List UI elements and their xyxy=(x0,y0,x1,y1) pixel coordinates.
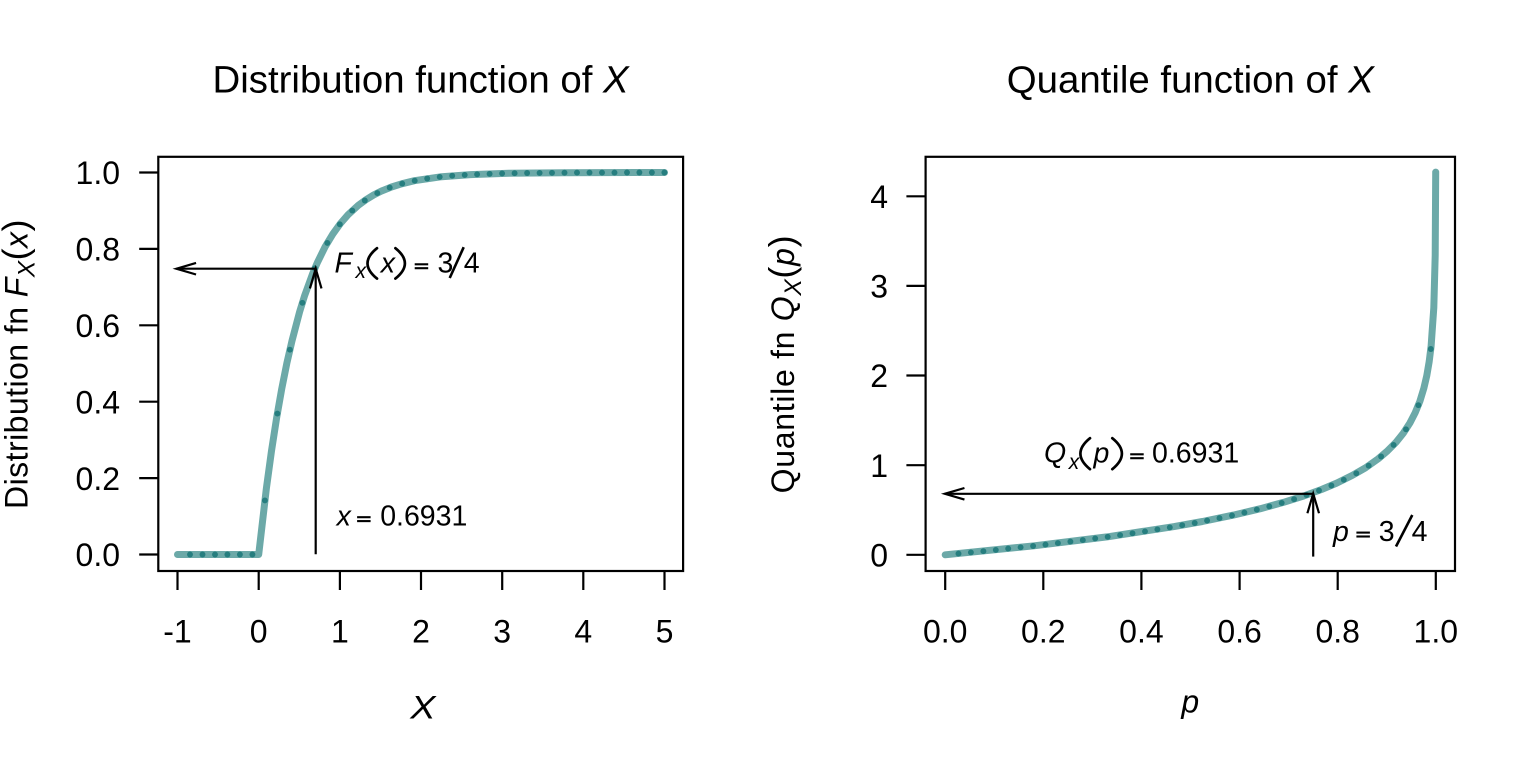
svg-text:x: x xyxy=(335,501,353,533)
svg-text:4: 4 xyxy=(1412,516,1428,548)
svg-text:0.8: 0.8 xyxy=(1315,613,1359,649)
svg-text:0.6931: 0.6931 xyxy=(380,501,467,533)
svg-text:1: 1 xyxy=(870,448,888,484)
svg-text:2: 2 xyxy=(412,613,430,649)
svg-text:0.0: 0.0 xyxy=(923,613,967,649)
svg-text:x: x xyxy=(355,260,368,283)
svg-text:4: 4 xyxy=(464,248,480,280)
svg-text:5: 5 xyxy=(656,613,674,649)
svg-text:3: 3 xyxy=(493,613,511,649)
svg-text:0.4: 0.4 xyxy=(1119,613,1163,649)
svg-text:Q: Q xyxy=(1044,438,1066,470)
svg-text:Distribution function of X: Distribution function of X xyxy=(213,59,631,102)
svg-text:0.2: 0.2 xyxy=(76,461,120,497)
svg-text:0.6: 0.6 xyxy=(76,308,120,344)
svg-text:4: 4 xyxy=(574,613,592,649)
svg-text:1.0: 1.0 xyxy=(76,155,120,191)
svg-text:2: 2 xyxy=(870,358,888,394)
svg-text:0.6931: 0.6931 xyxy=(1152,438,1239,470)
svg-text:F: F xyxy=(335,248,354,280)
svg-text:p: p xyxy=(1332,516,1349,548)
svg-text:0.4: 0.4 xyxy=(76,384,120,420)
svg-text:x: x xyxy=(1068,451,1081,474)
svg-text:3: 3 xyxy=(1379,516,1395,548)
svg-text:0: 0 xyxy=(870,538,888,574)
svg-text:0: 0 xyxy=(250,613,268,649)
svg-text:Quantile fn QX(p): Quantile fn QX(p) xyxy=(761,235,807,494)
svg-text:0.8: 0.8 xyxy=(76,232,120,268)
svg-text:p: p xyxy=(1180,683,1199,719)
svg-text:3: 3 xyxy=(438,248,454,280)
svg-text:1.0: 1.0 xyxy=(1414,613,1458,649)
svg-text:p: p xyxy=(1093,438,1110,470)
svg-text:Quantile function of X: Quantile function of X xyxy=(1007,59,1375,102)
svg-text:0.6: 0.6 xyxy=(1217,613,1261,649)
svg-text:4: 4 xyxy=(870,179,888,215)
svg-text:x: x xyxy=(379,248,397,280)
svg-text:0.2: 0.2 xyxy=(1021,613,1065,649)
svg-text:X: X xyxy=(409,690,437,726)
svg-text:0.0: 0.0 xyxy=(76,537,120,573)
svg-text:3: 3 xyxy=(870,269,888,305)
svg-text:1: 1 xyxy=(331,613,349,649)
svg-text:-1: -1 xyxy=(163,613,191,649)
